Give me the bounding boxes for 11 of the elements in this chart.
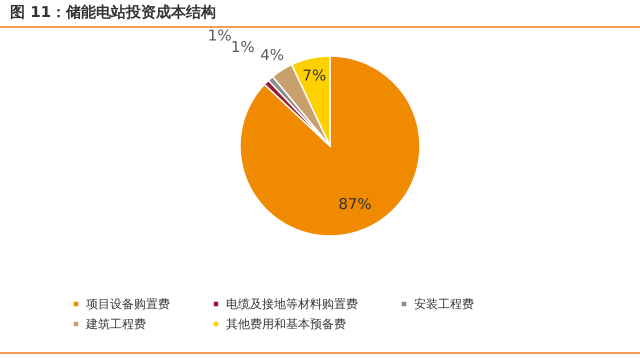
legend-label: 建筑工程费 (85, 317, 146, 331)
data-label: 87% (338, 194, 372, 213)
legend-label: 电缆及接地等材料购置费 (226, 297, 358, 311)
legend-label: 项目设备购置费 (86, 297, 170, 311)
data-label: 1% (208, 26, 232, 45)
data-label: 7% (302, 66, 326, 85)
data-label: 1% (230, 38, 255, 56)
chart-title: 图 11：储能电站投资成本结构 (0, 0, 640, 28)
legend-label: 安装工程费 (414, 297, 474, 311)
legend-label: 其他费用和基本预备费 (226, 317, 346, 331)
data-label: 4% (260, 46, 284, 64)
